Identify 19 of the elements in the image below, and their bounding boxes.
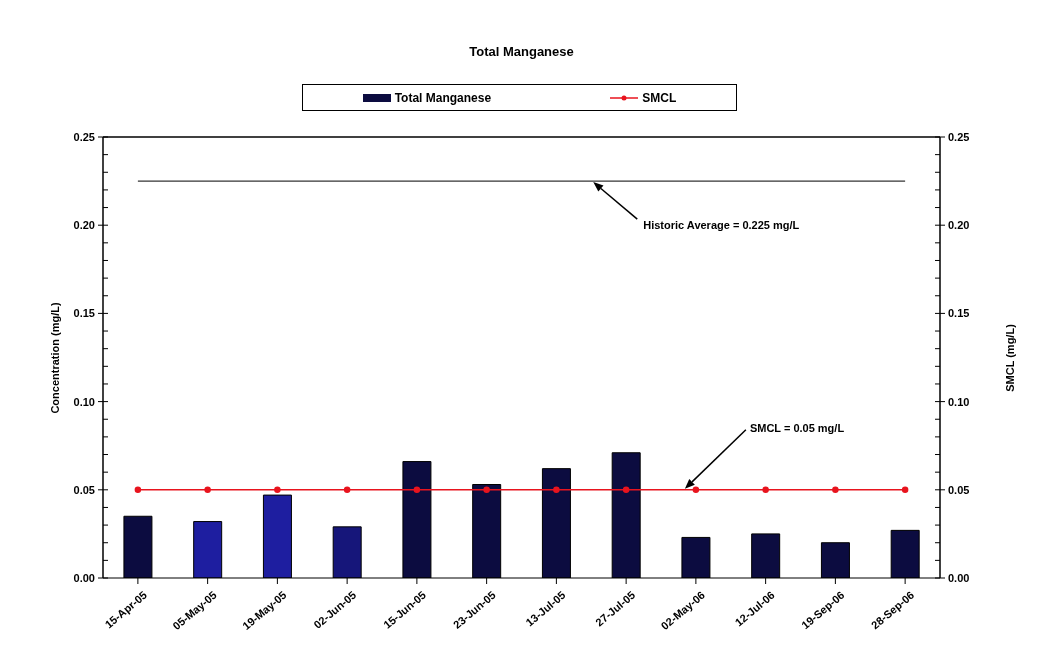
y-tick-label: 0.10 bbox=[73, 395, 95, 408]
y-axis-title: Concentration (mg/L) bbox=[49, 301, 61, 414]
legend-label: SMCL bbox=[642, 90, 677, 105]
y-tick-label: 0.00 bbox=[73, 572, 95, 584]
y2-tick-label: 0.15 bbox=[948, 307, 970, 320]
y2-tick-label: 0.10 bbox=[948, 395, 970, 408]
annotation: SMCL = 0.05 mg/L bbox=[749, 421, 845, 434]
y2-axis-title: SMCL (mg/L) bbox=[1004, 323, 1016, 392]
y-tick-label: 0.15 bbox=[73, 307, 95, 320]
y2-tick-label: 0.00 bbox=[948, 572, 970, 584]
y2-tick-label: 0.25 bbox=[948, 131, 970, 143]
ref-line-label: Historic Average = 0.225 mg/L bbox=[643, 219, 800, 232]
y2-tick-label: 0.05 bbox=[948, 483, 970, 496]
y-tick-label: 0.20 bbox=[73, 219, 95, 232]
y-tick-label: 0.25 bbox=[73, 131, 95, 143]
y-tick-label: 0.05 bbox=[73, 483, 95, 496]
chart-title: Total Manganese bbox=[468, 44, 575, 59]
y2-tick-label: 0.20 bbox=[948, 219, 970, 232]
legend-label: Total Manganese bbox=[394, 90, 492, 105]
